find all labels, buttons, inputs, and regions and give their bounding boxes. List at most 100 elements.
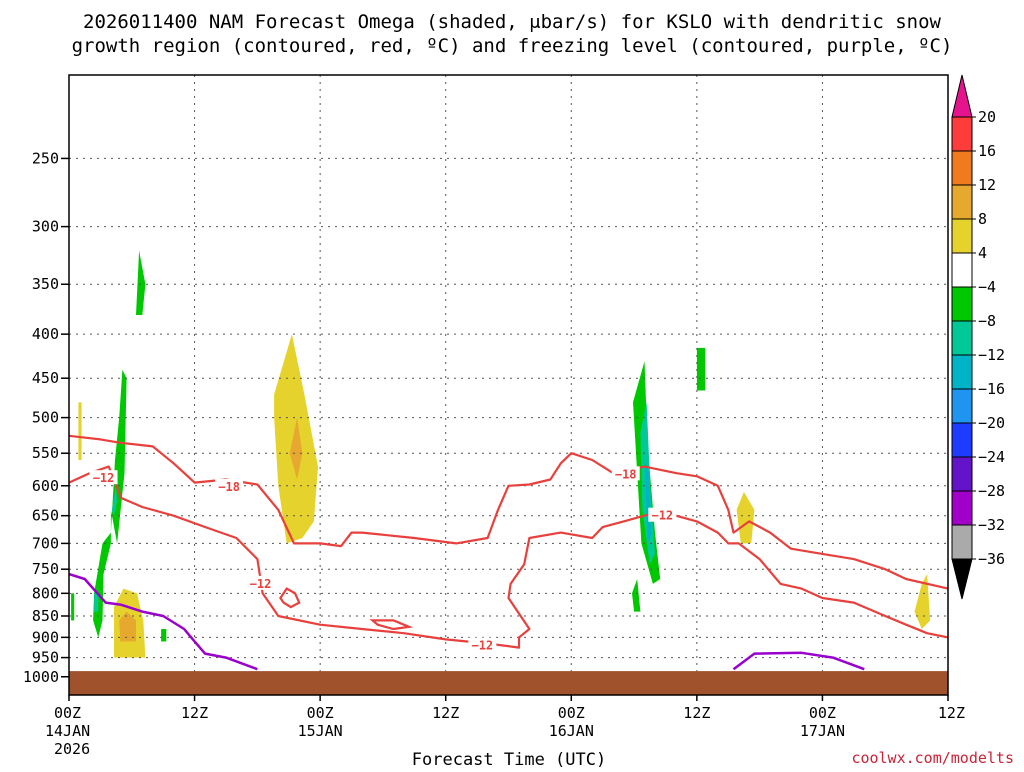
colorbar-swatch (951, 184, 973, 220)
y-tick-label: 950 (32, 649, 59, 667)
colorbar-swatch (951, 524, 973, 560)
colorbar-label: −24 (978, 448, 1005, 466)
grid-lines (69, 75, 948, 695)
chart-title-line2: growth region (contoured, red, ºC) and f… (72, 35, 953, 57)
x-tick-label: 00Z (558, 704, 585, 722)
colorbar-swatch (951, 320, 973, 356)
colorbar-label: −36 (978, 550, 1005, 568)
omega-region (696, 347, 706, 391)
x-date-label: 14JAN (45, 722, 90, 740)
x-tick-label: 00Z (54, 704, 81, 722)
isotherm-label: −12 (250, 577, 272, 591)
colorbar-label: −4 (978, 278, 996, 296)
x-date-label: 16JAN (549, 722, 594, 740)
colorbar-swatch (951, 286, 973, 322)
y-tick-label: 850 (32, 607, 59, 625)
colorbar-label: 12 (978, 176, 996, 194)
isotherm-line (68, 434, 949, 590)
omega-region (914, 574, 931, 629)
x-axis-label: Forecast Time (UTC) (412, 750, 606, 768)
isotherm-labels: −12 −18 −12 −12 −18 −12 (89, 466, 677, 653)
colorbar-swatch (951, 150, 973, 186)
colorbar-label: −8 (978, 312, 996, 330)
y-tick-label: 900 (32, 628, 59, 646)
isotherm-line (68, 465, 949, 649)
isotherm-label: −12 (471, 639, 493, 653)
y-tick-label: 550 (32, 444, 59, 462)
colorbar-top-arrow (951, 74, 973, 118)
omega-region (119, 611, 136, 642)
colorbar-swatch (951, 490, 973, 526)
colorbar-bottom-arrow (951, 558, 973, 600)
isotherm-closed-contour (369, 619, 414, 631)
colorbar-swatch (951, 218, 973, 254)
colorbar-swatch (951, 252, 973, 288)
y-tick-label: 300 (32, 218, 59, 236)
y-tick-label: 650 (32, 507, 59, 525)
colorbar-label: −16 (978, 380, 1005, 398)
colorbar-swatch (951, 116, 973, 152)
isotherm-closed-contour (279, 587, 301, 609)
x-tick-label: 12Z (181, 704, 208, 722)
terrain-fill (69, 671, 948, 695)
colorbar: 20 16 12 8 4 −4 −8 −12 −16 −20 −24 −28 −32 −36 (951, 74, 1005, 600)
y-tick-label: 700 (32, 534, 59, 552)
colorbar-label: 16 (978, 142, 996, 160)
omega-region (736, 491, 755, 544)
isotherm-label: −12 (651, 509, 673, 523)
colorbar-swatch (951, 456, 973, 492)
x-tick-label: 12Z (432, 704, 459, 722)
isotherm-label-bg (246, 575, 275, 590)
colorbar-label: 8 (978, 210, 987, 228)
freezing-level-line (68, 572, 258, 671)
colorbar-swatch (951, 422, 973, 458)
omega-region (644, 460, 652, 544)
isotherm-contours (68, 434, 949, 649)
omega-shading (71, 250, 931, 658)
y-tick-label: 500 (32, 409, 59, 427)
colorbar-label: −20 (978, 414, 1005, 432)
y-tick-label: 250 (32, 149, 59, 167)
y-axis: 250 300 350 400 450 500 550 600 650 700 750 800 850 9… (23, 149, 69, 686)
y-tick-label: 1000 (23, 668, 59, 686)
y-tick-label: 750 (32, 560, 59, 578)
omega-region (71, 593, 75, 621)
freezing-level-contours (68, 572, 865, 671)
colorbar-label: −28 (978, 482, 1005, 500)
colorbar-swatch (951, 388, 973, 424)
y-tick-label: 800 (32, 584, 59, 602)
isotherm-label-bg (648, 507, 677, 522)
freezing-level-line (732, 651, 865, 671)
x-tick-label: 12Z (683, 704, 710, 722)
isotherm-label-bg (89, 470, 118, 485)
omega-region (93, 369, 127, 638)
omega-region (136, 250, 146, 315)
omega-region (94, 593, 99, 612)
plot-frame (68, 74, 949, 696)
colorbar-label: 20 (978, 108, 996, 126)
isotherm-label-bg (215, 479, 244, 494)
chart-title-line1: 2026011400 NAM Forecast Omega (shaded, μ… (83, 11, 941, 33)
omega-region (632, 579, 641, 612)
colorbar-label: 4 (978, 244, 987, 262)
y-tick-label: 350 (32, 275, 59, 293)
y-tick-label: 450 (32, 369, 59, 387)
x-tick-label: 00Z (307, 704, 334, 722)
x-year-label: 2026 (54, 740, 90, 758)
omega-region (78, 402, 82, 460)
isotherm-label: −18 (615, 467, 637, 481)
colorbar-label: −32 (978, 516, 1005, 534)
terrain-mask (69, 671, 948, 695)
credit-link[interactable]: coolwx.com/modelts (851, 749, 1014, 767)
isotherm-label: −18 (218, 480, 240, 494)
x-date-label: 17JAN (800, 722, 845, 740)
isotherm-label-bg (468, 637, 497, 652)
omega-region (111, 485, 118, 516)
isotherm-label-bg (611, 466, 640, 481)
omega-region (161, 629, 167, 642)
colorbar-swatch (951, 354, 973, 390)
x-tick-label: 00Z (809, 704, 836, 722)
